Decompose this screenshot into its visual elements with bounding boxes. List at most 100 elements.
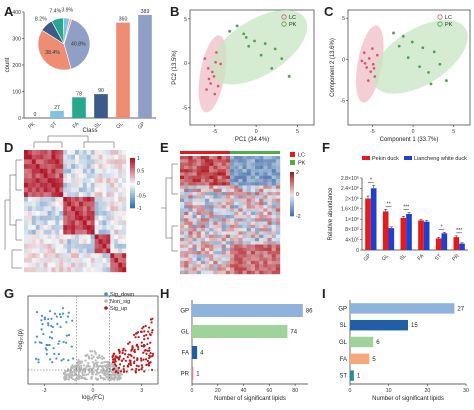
- colorbar-segment: [290, 213, 294, 217]
- x-axis-label: Number of significant lipids: [372, 396, 444, 402]
- heatmap-cell: [238, 185, 243, 189]
- heatmap-cell: [43, 239, 48, 245]
- point-non-sig: [85, 378, 88, 381]
- heatmap-cell: [271, 241, 277, 245]
- point-non-sig: [99, 376, 102, 380]
- heatmap-cell: [263, 185, 268, 189]
- heatmap-cell: [122, 173, 127, 179]
- heatmap-cell: [217, 270, 222, 275]
- heatmap-cell: [122, 257, 127, 263]
- heatmap-cell: [35, 206, 40, 212]
- heatmap-cell: [31, 150, 36, 155]
- point-sig-up: [121, 351, 124, 355]
- heatmap-cell: [184, 211, 189, 216]
- heatmap-cell: [192, 185, 197, 189]
- point-sig-up: [137, 365, 140, 368]
- heatmap-cell: [234, 231, 239, 235]
- legend-marker: [104, 299, 108, 303]
- heatmap-cell: [246, 211, 252, 216]
- y-tick-label: -5: [182, 105, 187, 111]
- data-point: [218, 62, 223, 66]
- heatmap-cell: [47, 168, 52, 174]
- heatmap-cell: [242, 270, 247, 275]
- heatmap-cell: [78, 243, 84, 249]
- heatmap-cell: [110, 239, 115, 245]
- heatmap-cell: [102, 192, 107, 198]
- heatmap-cell: [230, 192, 235, 196]
- point-non-sig: [94, 359, 97, 362]
- heatmap-cell: [118, 187, 123, 193]
- heatmap-cell: [213, 244, 218, 248]
- heatmap-cell: [234, 251, 239, 255]
- heatmap-cell: [192, 237, 197, 242]
- point-sig-up: [147, 326, 151, 329]
- heatmap-cell: [35, 196, 40, 202]
- heatmap-cell: [238, 169, 243, 173]
- heatmap-cell: [209, 162, 214, 167]
- heatmap-cell: [196, 159, 202, 163]
- colorbar-tick-label: -2: [296, 214, 301, 220]
- point-sig-up: [143, 344, 146, 347]
- heatmap-cell: [200, 201, 206, 206]
- colorbar-segment: [290, 185, 294, 188]
- heatmap-cell: [71, 159, 76, 165]
- heatmap-cell: [275, 195, 281, 199]
- heatmap-cell: [118, 220, 123, 226]
- heatmap-cell: [200, 159, 206, 163]
- heatmap-cell: [86, 248, 91, 254]
- heatmap-cell: [238, 165, 243, 170]
- point-non-sig: [103, 371, 106, 374]
- heatmap-cell: [192, 270, 197, 275]
- point-sig-up: [143, 370, 146, 373]
- heatmap-cell: [205, 254, 210, 258]
- heatmap-cell: [242, 188, 247, 193]
- heatmap-cell: [230, 218, 235, 222]
- heatmap-cell: [55, 215, 60, 221]
- heatmap-cell: [188, 192, 193, 196]
- point-non-sig: [111, 378, 114, 381]
- heatmap-cell: [250, 237, 256, 242]
- heatmap-cell: [213, 267, 218, 271]
- x-tick-label: 20: [215, 388, 221, 394]
- heatmap-cell: [267, 172, 272, 176]
- heatmap-cell: [263, 244, 268, 248]
- heatmap-cell: [196, 208, 202, 212]
- heatmap-cell: [250, 172, 256, 176]
- heatmap-cell: [63, 187, 68, 193]
- heatmap-cell: [192, 218, 197, 222]
- heatmap-cell: [59, 248, 64, 254]
- legend-swatch: [290, 160, 295, 165]
- heatmap-cell: [51, 187, 56, 193]
- heatmap-cell: [234, 234, 239, 239]
- y-tick-label: ST: [339, 374, 347, 380]
- heatmap-cell: [47, 243, 52, 249]
- point-non-sig: [80, 376, 83, 380]
- heatmap-cell: [246, 251, 252, 255]
- colorbar-segment: [130, 165, 135, 169]
- point-sig-down: [51, 361, 54, 364]
- x-tick-label: 3: [140, 388, 143, 394]
- significance-label: *: [440, 224, 442, 230]
- point-sig-up: [147, 362, 150, 365]
- heatmap-cell: [39, 173, 44, 179]
- heatmap-cell: [255, 165, 260, 170]
- colorbar-segment: [130, 185, 135, 189]
- data-point: [213, 92, 217, 96]
- point-sig-up: [133, 350, 136, 353]
- point-sig-down: [52, 347, 55, 350]
- heatmap-cell: [114, 229, 119, 235]
- heatmap-cell: [217, 201, 222, 206]
- heatmap-cell: [205, 267, 210, 271]
- x-tick-label: 0: [191, 388, 194, 394]
- pie-slice: [63, 18, 91, 70]
- group-bar-pk: [230, 151, 280, 154]
- heatmap-cell: [263, 175, 268, 180]
- heatmap-cell: [225, 208, 231, 212]
- heatmap-cell: [31, 234, 36, 240]
- heatmap-cell: [234, 247, 239, 252]
- heatmap-cell: [221, 175, 227, 180]
- data-point: [406, 55, 410, 60]
- heatmap-cell: [221, 162, 227, 167]
